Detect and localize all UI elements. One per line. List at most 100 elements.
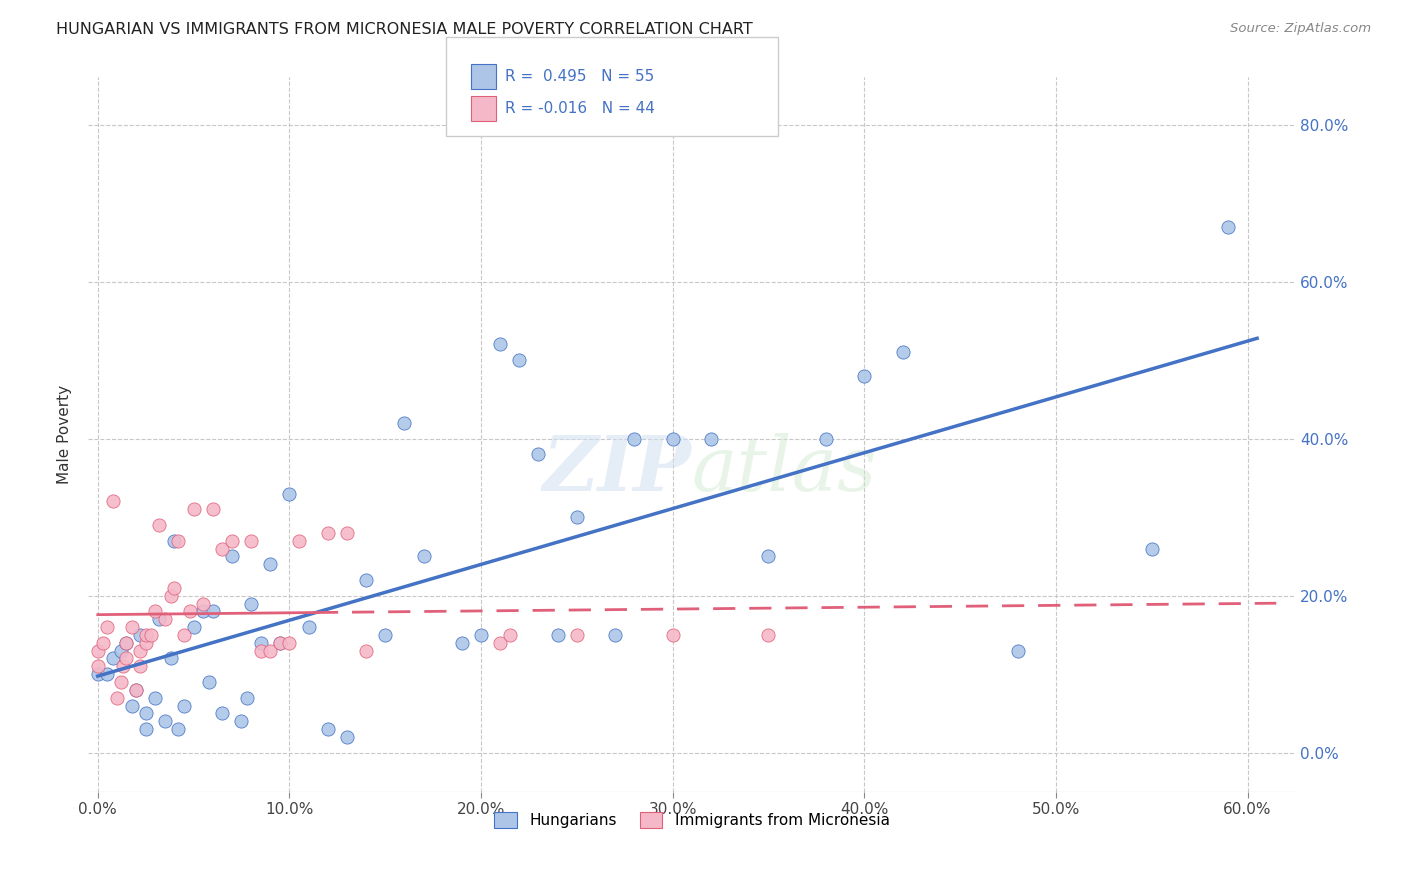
Point [101, 651, 124, 665]
Point [288, 533, 311, 548]
Point [236, 690, 259, 705]
Point [354, 573, 377, 587]
Point [623, 432, 645, 446]
Point [128, 628, 150, 642]
Point [470, 628, 492, 642]
Point [153, 612, 176, 626]
Y-axis label: Male Poverty: Male Poverty [58, 385, 72, 484]
Point [179, 604, 201, 618]
Point [201, 604, 224, 618]
Point [412, 549, 434, 564]
Point [527, 447, 550, 461]
Point [758, 628, 780, 642]
Point [125, 682, 148, 697]
Text: R =  0.495   N = 55: R = 0.495 N = 55 [505, 70, 654, 85]
Point [148, 518, 170, 533]
Point [110, 675, 132, 690]
Point [148, 612, 170, 626]
Point [278, 486, 301, 500]
Point [508, 353, 530, 368]
Point [211, 706, 233, 721]
Point [135, 706, 157, 721]
Point [547, 628, 569, 642]
Point [489, 636, 512, 650]
Text: HUNGARIAN VS IMMIGRANTS FROM MICRONESIA MALE POVERTY CORRELATION CHART: HUNGARIAN VS IMMIGRANTS FROM MICRONESIA … [56, 22, 754, 37]
Legend: Hungarians, Immigrants from Micronesia: Hungarians, Immigrants from Micronesia [488, 806, 896, 834]
Point [87, 659, 110, 673]
Point [183, 620, 205, 634]
Point [891, 345, 914, 359]
Point [297, 620, 319, 634]
Point [198, 675, 221, 690]
Point [121, 698, 143, 713]
Point [128, 659, 150, 673]
Point [93, 636, 115, 650]
Point [191, 604, 214, 618]
Point [191, 597, 214, 611]
Point [565, 628, 588, 642]
Point [249, 643, 271, 657]
Point [141, 628, 163, 642]
Point [128, 643, 150, 657]
Point [87, 643, 110, 657]
Text: atlas: atlas [692, 434, 877, 508]
Point [115, 651, 138, 665]
Point [143, 690, 166, 705]
Point [115, 636, 138, 650]
Point [167, 722, 190, 736]
Point [354, 643, 377, 657]
Point [183, 502, 205, 516]
Point [700, 432, 723, 446]
Point [159, 589, 181, 603]
Point [231, 714, 253, 729]
Point [278, 636, 301, 650]
Point [374, 628, 396, 642]
Point [661, 432, 683, 446]
Point [661, 628, 683, 642]
Point [565, 510, 588, 524]
Point [159, 651, 181, 665]
Point [1007, 643, 1029, 657]
Point [1218, 219, 1240, 234]
Point [121, 620, 143, 634]
Point [336, 730, 359, 744]
Point [249, 636, 271, 650]
Point [201, 502, 224, 516]
Point [240, 597, 263, 611]
Point [163, 581, 186, 595]
Point [605, 628, 627, 642]
Text: R = -0.016   N = 44: R = -0.016 N = 44 [505, 101, 655, 116]
Point [173, 698, 195, 713]
Point [221, 549, 243, 564]
Text: ZIP: ZIP [543, 434, 692, 508]
Point [135, 636, 157, 650]
Point [259, 558, 281, 572]
Point [853, 368, 876, 383]
Point [96, 620, 118, 634]
Point [125, 682, 148, 697]
Point [167, 533, 190, 548]
Point [316, 525, 339, 540]
Point [269, 636, 291, 650]
Point [105, 690, 128, 705]
Point [163, 533, 186, 548]
Point [240, 533, 263, 548]
Point [814, 432, 837, 446]
Point [394, 416, 416, 430]
Point [153, 714, 176, 729]
Point [110, 643, 132, 657]
Point [143, 604, 166, 618]
Point [221, 533, 243, 548]
Point [173, 628, 195, 642]
Point [211, 541, 233, 556]
Point [101, 494, 124, 508]
Point [259, 643, 281, 657]
Point [499, 628, 522, 642]
Point [96, 667, 118, 681]
Point [758, 549, 780, 564]
Point [269, 636, 291, 650]
Point [489, 337, 512, 351]
Point [135, 628, 157, 642]
Point [135, 722, 157, 736]
Point [1140, 541, 1163, 556]
